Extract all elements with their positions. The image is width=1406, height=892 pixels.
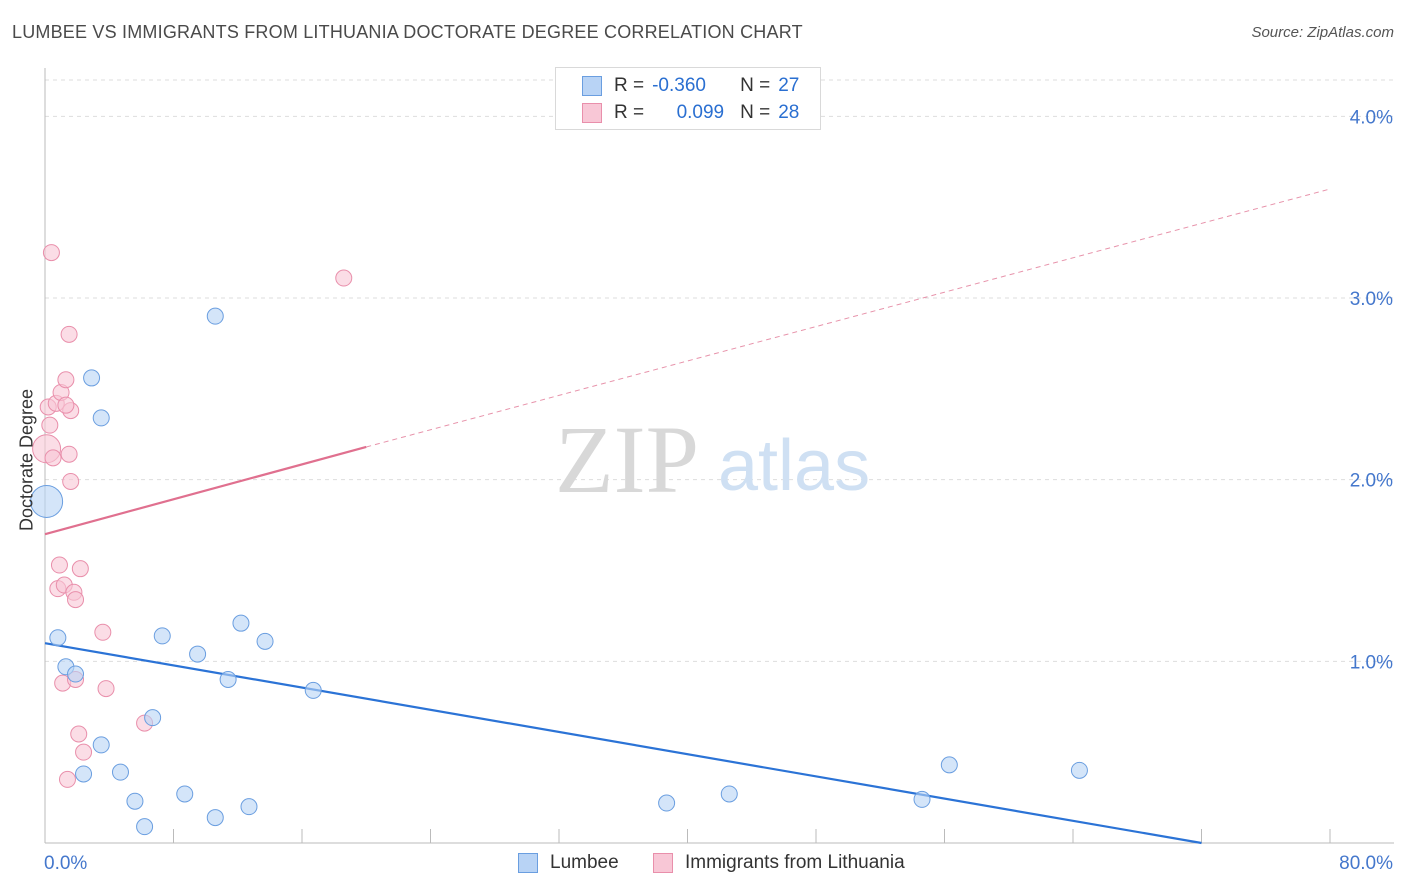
lithuania-point	[70, 725, 88, 743]
lumbee-n-label: N =	[740, 75, 771, 96]
y-tick-label: 2.0%	[1350, 471, 1393, 492]
lithuania-point	[71, 560, 89, 578]
lumbee-point	[176, 785, 194, 803]
x-tick-label: 0.0%	[44, 853, 87, 874]
legend-row-lumbee: R = -0.360 N = 27	[582, 74, 799, 98]
trend-lines	[44, 188, 1331, 845]
lumbee-point	[206, 307, 224, 325]
lumbee-point	[92, 736, 110, 754]
lithuania-point	[41, 416, 59, 434]
lumbee-r-label: R =	[614, 75, 645, 96]
lithuania-r-value: 0.099	[676, 102, 725, 123]
lumbee-trend-line	[44, 642, 1202, 845]
lumbee-point	[92, 409, 110, 427]
lumbee-point	[304, 681, 322, 699]
correlation-legend: R = -0.360 N = 27 R = 0.099 N = 28	[555, 67, 821, 130]
lithuania-point	[67, 591, 85, 609]
legend-row-lithuania: R = 0.099 N = 28	[582, 101, 799, 125]
lumbee-point	[111, 763, 129, 781]
bottom-legend-lumbee: Lumbee	[518, 852, 619, 874]
lithuania-point	[97, 680, 115, 698]
lumbee-point	[1070, 761, 1088, 779]
lumbee-point	[153, 627, 171, 645]
lumbee-point	[940, 756, 958, 774]
bottom-lithuania-label: Immigrants from Lithuania	[685, 852, 905, 873]
lithuania-point	[57, 396, 75, 414]
lumbee-point	[126, 792, 144, 810]
lumbee-point	[136, 818, 154, 836]
lithuania-point	[50, 556, 68, 574]
lumbee-point	[913, 790, 931, 808]
lumbee-point	[67, 665, 85, 683]
gridlines	[45, 79, 1394, 662]
lithuania-n-value: 28	[778, 102, 800, 123]
lumbee-point	[206, 809, 224, 827]
lithuania-trend-line	[44, 445, 367, 536]
y-axis-label: Doctorate Degree	[16, 388, 37, 532]
lumbee-n-value: 27	[778, 75, 800, 96]
lithuania-swatch	[582, 103, 602, 123]
lithuania-point	[42, 244, 60, 262]
lithuania-point	[60, 445, 78, 463]
lithuania-point	[57, 371, 75, 389]
lumbee-swatch	[582, 76, 602, 96]
lithuania-point	[60, 325, 78, 343]
bottom-legend-lithuania: Immigrants from Lithuania	[653, 852, 905, 874]
data-points	[30, 244, 1088, 836]
lumbee-point	[658, 794, 676, 812]
lithuania-point	[62, 472, 80, 490]
bottom-lithuania-swatch	[653, 853, 673, 873]
bottom-lumbee-label: Lumbee	[550, 852, 619, 873]
bottom-lumbee-swatch	[518, 853, 538, 873]
lithuania-point	[44, 449, 62, 467]
lumbee-point	[720, 785, 738, 803]
lumbee-point	[30, 484, 64, 518]
lithuania-trend-extension	[366, 188, 1331, 448]
lumbee-point	[256, 632, 274, 650]
lithuania-point	[75, 743, 93, 761]
source-label: Source: ZipAtlas.com	[1251, 24, 1394, 41]
watermark-atlas: atlas	[718, 426, 870, 506]
watermark: ZIP atlas	[555, 406, 870, 513]
y-tick-label: 1.0%	[1350, 652, 1393, 673]
tick-labels: 1.0% 2.0% 3.0% 4.0% 0.0% 80.0%	[44, 107, 1393, 874]
lumbee-point	[75, 765, 93, 783]
lumbee-point	[240, 798, 258, 816]
lumbee-point	[219, 671, 237, 688]
lithuania-point	[58, 770, 76, 788]
lumbee-point	[232, 614, 250, 632]
lithuania-point	[94, 623, 112, 641]
lumbee-r-value: -0.360	[652, 75, 706, 96]
lumbee-point	[144, 709, 162, 727]
lumbee-point	[189, 645, 207, 663]
watermark-zip: ZIP	[555, 406, 699, 513]
y-tick-label: 4.0%	[1350, 107, 1393, 128]
lumbee-point	[49, 629, 67, 647]
chart-title: LUMBEE VS IMMIGRANTS FROM LITHUANIA DOCT…	[12, 22, 803, 42]
lithuania-r-label: R =	[614, 102, 645, 123]
lithuania-point	[335, 269, 353, 287]
lumbee-point	[83, 369, 101, 387]
x-tick-label: 80.0%	[1339, 853, 1393, 874]
lithuania-n-label: N =	[740, 102, 771, 123]
y-tick-label: 3.0%	[1350, 289, 1393, 310]
